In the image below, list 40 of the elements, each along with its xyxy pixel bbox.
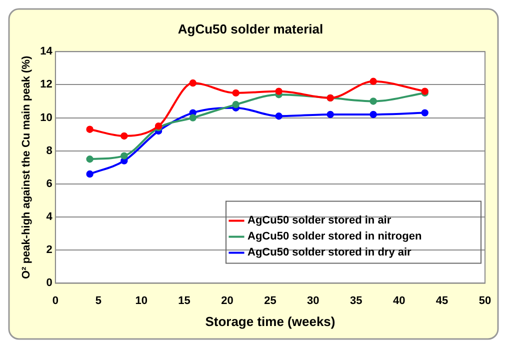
x-tick-label: 15 bbox=[178, 294, 190, 307]
point bbox=[326, 110, 334, 118]
point bbox=[370, 98, 377, 105]
x-tick-label: 20 bbox=[221, 294, 234, 307]
y-tick-label: 6 bbox=[46, 178, 52, 190]
y-axis-title: O² peak-high against the Cu main peak (%) bbox=[20, 56, 33, 279]
x-tick-label: 30 bbox=[307, 294, 320, 307]
x-tick-label: 40 bbox=[392, 294, 406, 307]
point bbox=[189, 79, 196, 87]
y-tick-label: 4 bbox=[46, 211, 54, 224]
point bbox=[86, 126, 94, 133]
x-tick-label: 10 bbox=[135, 294, 148, 307]
point bbox=[86, 156, 94, 163]
legend-label: AgCu50 solder stored in air bbox=[248, 214, 392, 227]
point bbox=[120, 132, 128, 140]
x-tick-label: 5 bbox=[95, 294, 102, 307]
point bbox=[232, 100, 240, 108]
point bbox=[86, 170, 94, 178]
chart-title: AgCu50 solder material bbox=[178, 21, 324, 36]
y-tick-label: 10 bbox=[40, 112, 52, 124]
legend-label: AgCu50 solder stored in nitrogen bbox=[248, 230, 422, 243]
x-axis-title: Storage time (weeks) bbox=[205, 314, 336, 329]
x-tick-label: 25 bbox=[264, 294, 276, 307]
point bbox=[232, 89, 240, 97]
point bbox=[275, 88, 282, 95]
x-tick-label: 50 bbox=[478, 294, 492, 307]
x-tick-label: 45 bbox=[436, 294, 448, 307]
x-tick-label: 35 bbox=[350, 294, 362, 307]
point bbox=[275, 112, 282, 120]
point bbox=[370, 110, 377, 118]
y-tick-label: 8 bbox=[46, 144, 52, 157]
y-tick-label: 2 bbox=[46, 244, 52, 256]
point bbox=[421, 109, 428, 116]
y-tick-label: 0 bbox=[46, 277, 52, 290]
y-tick-label: 12 bbox=[40, 78, 52, 91]
y-tick-label: 14 bbox=[40, 46, 54, 58]
point bbox=[189, 114, 196, 122]
legend-label: AgCu50 solder stored in dry air bbox=[248, 246, 412, 259]
point bbox=[370, 78, 377, 85]
point bbox=[120, 152, 128, 160]
